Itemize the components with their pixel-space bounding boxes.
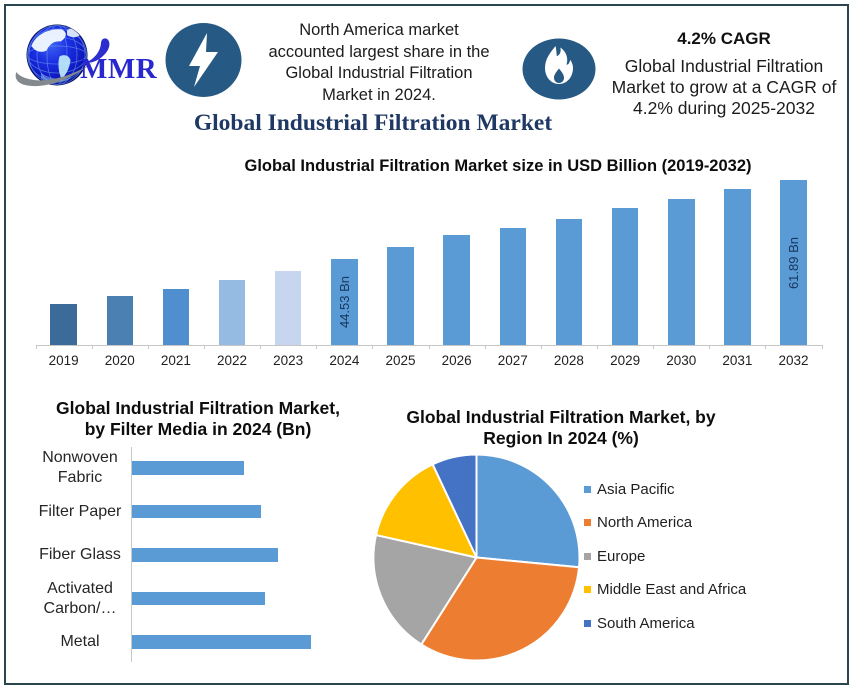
bar-2023 — [274, 271, 302, 345]
bar-value-label: 44.53 Bn — [336, 276, 352, 329]
x-axis-tick — [597, 345, 599, 349]
legend-swatch — [584, 586, 591, 593]
x-axis-tick — [709, 345, 711, 349]
x-axis-tick — [653, 345, 655, 349]
x-axis-tick — [372, 345, 374, 349]
logo-swoosh-gray — [15, 62, 94, 87]
lightning-badge — [165, 23, 242, 97]
page-title: Global Industrial Filtration Market — [193, 110, 553, 136]
bar-2020 — [106, 296, 133, 345]
hbar-category-label: Activated Carbon/… — [43, 579, 117, 617]
x-axis-label: 2027 — [497, 353, 528, 368]
header-note-left: North America market accounted largest s… — [268, 21, 490, 104]
legend-item: North America — [584, 514, 692, 531]
bar-value-label: 61.89 Bn — [786, 236, 802, 289]
x-axis-label: 2020 — [104, 353, 135, 368]
x-axis-tick — [821, 345, 823, 349]
x-axis-label: 2028 — [553, 353, 584, 368]
x-axis-label: 2021 — [160, 353, 191, 368]
x-axis-label: 2029 — [610, 353, 641, 368]
cagr-note: Global Industrial Filtration Market to g… — [611, 56, 837, 118]
hbar-3 — [132, 591, 265, 606]
hbar-category-label: Nonwoven Fabric — [42, 449, 118, 487]
x-axis-tick — [428, 345, 430, 349]
legend-label: South America — [597, 614, 695, 632]
legend-label: Middle East and Africa — [597, 581, 747, 598]
x-axis-label: 2030 — [666, 353, 697, 368]
cagr-title: 4.2% CAGR — [677, 29, 771, 48]
x-axis-label: 2024 — [329, 353, 360, 368]
hbar-2 — [132, 548, 278, 562]
bar-2021 — [162, 289, 190, 345]
x-axis-label: 2031 — [722, 353, 753, 368]
x-axis-tick — [484, 345, 486, 349]
bar-2031 — [724, 189, 751, 345]
bar-2027 — [499, 228, 527, 345]
bar-2022 — [218, 280, 246, 345]
x-axis-tick — [316, 345, 318, 349]
x-axis-tick — [540, 345, 542, 349]
barh-chart-axis — [131, 447, 132, 662]
pie-chart — [372, 453, 581, 662]
pie-slice-3 — [374, 463, 478, 559]
x-axis-label: 2026 — [441, 353, 472, 368]
legend-item: Middle East and Africa — [584, 581, 746, 598]
hbar-4 — [132, 635, 312, 649]
pie-chart-title: Global Industrial Filtration Market, by … — [406, 407, 716, 448]
x-axis-tick — [260, 345, 262, 349]
x-axis-tick — [147, 345, 149, 349]
pie-slice-0 — [475, 453, 581, 569]
x-axis-tick — [765, 345, 767, 349]
pie-slice-4 — [431, 453, 478, 559]
flame-badge — [522, 38, 596, 100]
x-axis-label: 2019 — [48, 353, 79, 368]
x-axis-tick — [35, 345, 37, 349]
bar-2019 — [50, 303, 77, 345]
bar-2029 — [611, 208, 639, 345]
bar-2024 — [331, 259, 358, 345]
legend-item: Europe — [584, 548, 645, 565]
x-axis-label: 2022 — [217, 353, 248, 368]
logo-swoosh-blue — [85, 38, 110, 64]
hbar-category-label: Metal — [60, 633, 100, 651]
barh-chart-title: Global Industrial Filtration Market, by … — [56, 398, 340, 439]
legend-item: Asia Pacific — [584, 481, 675, 498]
legend-swatch — [584, 519, 591, 526]
hbar-1 — [132, 504, 261, 519]
pie-slice-2 — [372, 534, 478, 646]
bar-2032 — [780, 180, 807, 345]
bar-2030 — [668, 198, 695, 345]
hbar-category-label: Filter Paper — [38, 502, 122, 520]
x-axis-label: 2025 — [385, 353, 416, 368]
legend-label: Asia Pacific — [597, 480, 675, 498]
legend-swatch — [584, 619, 591, 627]
hbar-category-label: Fiber Glass — [39, 546, 121, 564]
legend-label: North America — [597, 514, 693, 531]
bar-chart-title: Global Industrial Filtration Market size… — [244, 157, 752, 175]
x-axis-tick — [91, 345, 93, 349]
mmr-logo: MMR — [15, 24, 158, 87]
legend-item: South America — [584, 615, 695, 632]
flame-icon — [545, 46, 573, 84]
lightning-icon — [189, 33, 218, 87]
bar-2026 — [443, 234, 470, 345]
legend-label: Europe — [597, 547, 646, 565]
cagr-block: 4.2% CAGR Global Industrial Filtration M… — [601, 29, 847, 119]
bar-2025 — [387, 246, 414, 345]
legend-swatch — [584, 552, 591, 560]
bar-2028 — [555, 219, 583, 345]
x-axis-label: 2032 — [778, 353, 809, 368]
legend-swatch — [584, 485, 591, 493]
x-axis-tick — [203, 345, 205, 349]
hbar-0 — [132, 461, 244, 475]
x-axis-label: 2023 — [273, 353, 304, 368]
bar-chart-x-axis — [35, 345, 823, 346]
logo-text: MMR — [80, 53, 158, 85]
